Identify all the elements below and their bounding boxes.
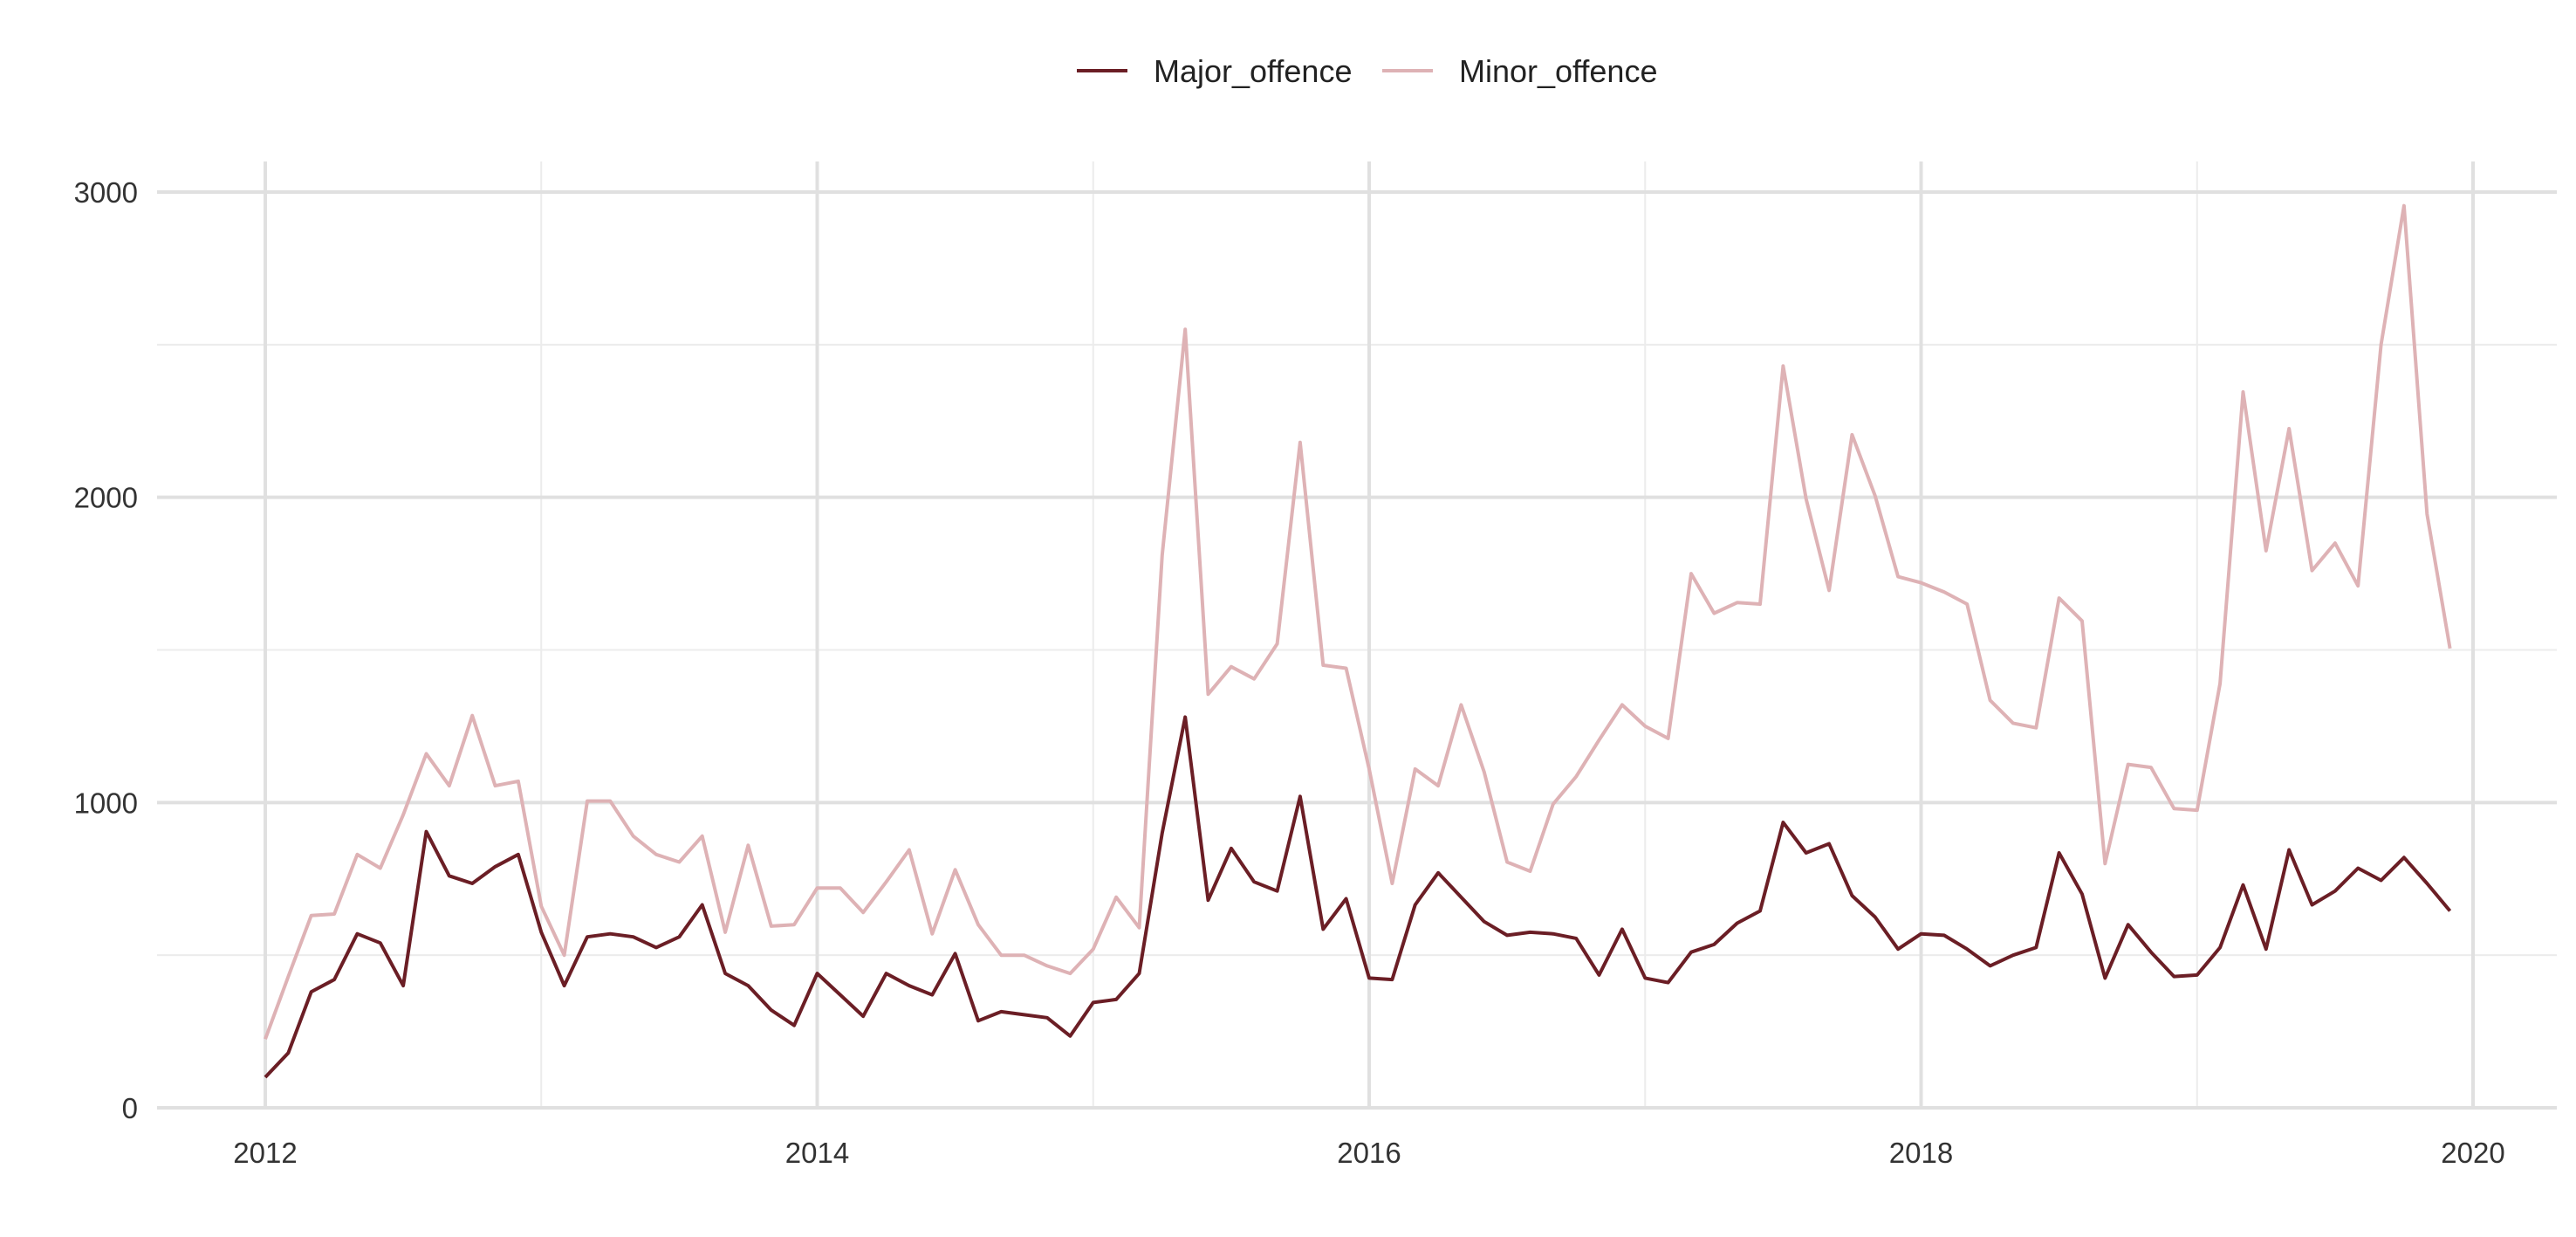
x-tick-label: 2016: [1337, 1137, 1401, 1169]
x-axis-tick-labels: 2012 2014 2016 2018 2020: [233, 1137, 2504, 1169]
series-line-major-offence: [264, 715, 2452, 1079]
legend-label-major-offence: Major_offence: [1154, 53, 1352, 89]
x-tick-label: 2020: [2441, 1137, 2504, 1169]
grid: [157, 161, 2557, 1110]
y-tick-label: 2000: [74, 482, 138, 514]
y-tick-label: 3000: [74, 176, 138, 209]
y-axis-tick-labels: 0 1000 2000 3000: [74, 176, 138, 1124]
y-tick-label: 0: [122, 1092, 138, 1124]
legend: Major_offence Minor_offence: [1077, 53, 1657, 89]
y-tick-label: 1000: [74, 787, 138, 819]
series-lines: [264, 203, 2452, 1079]
x-tick-label: 2014: [785, 1137, 849, 1169]
legend-label-minor-offence: Minor_offence: [1459, 53, 1657, 89]
series-line-minor-offence: [264, 203, 2452, 1040]
x-tick-label: 2018: [1889, 1137, 1953, 1169]
x-tick-label: 2012: [233, 1137, 297, 1169]
